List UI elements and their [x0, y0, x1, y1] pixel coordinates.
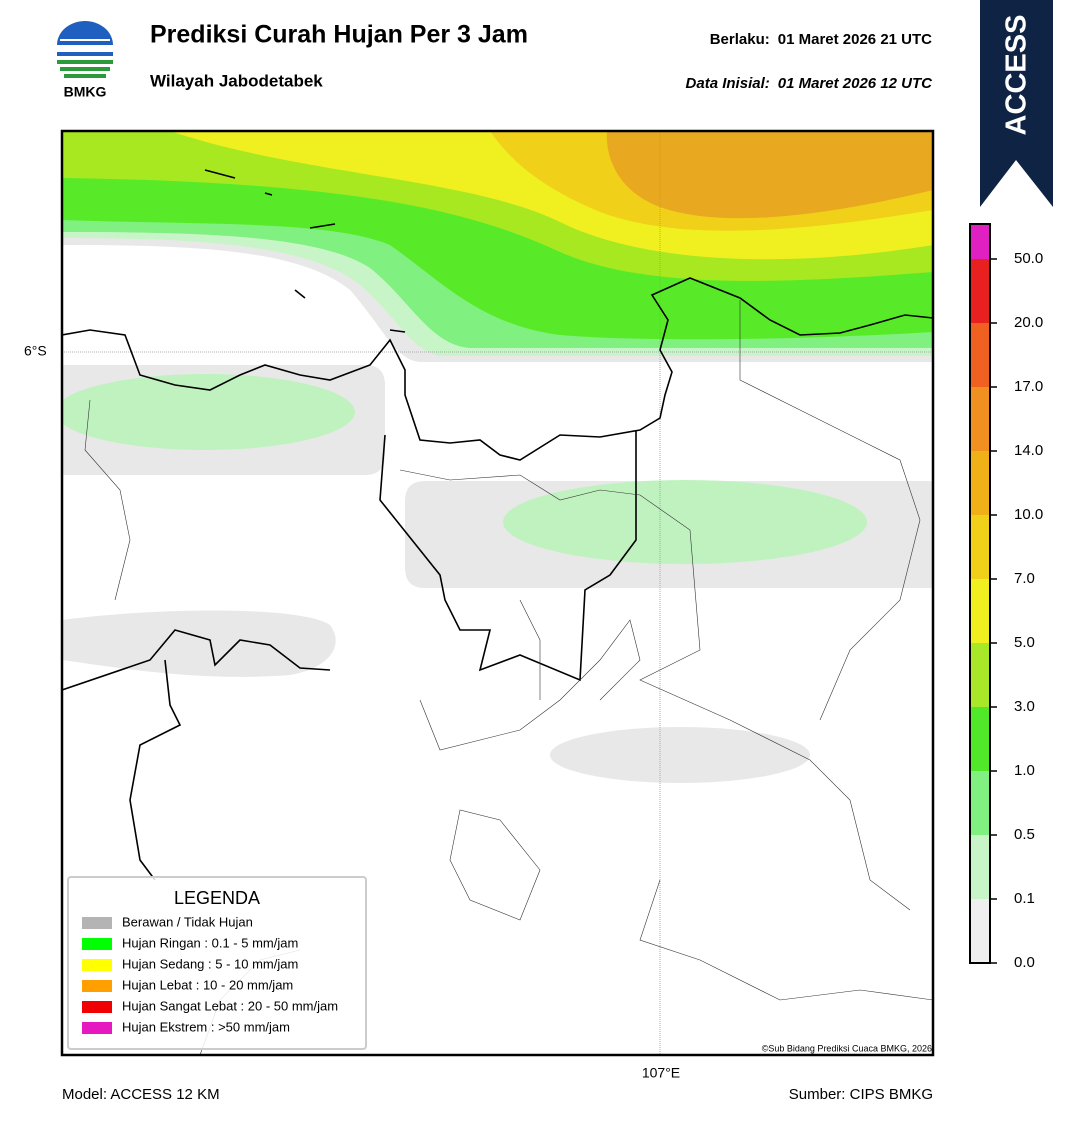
colorbar-tick-label: 0.1 [1014, 890, 1035, 907]
legend-swatch [82, 938, 112, 950]
legend-swatch [82, 917, 112, 929]
legend-label: Hujan Lebat : 10 - 20 mm/jam [122, 977, 293, 992]
colorbar-segment [970, 451, 990, 515]
legend-swatch [82, 959, 112, 971]
colorbar-tick-label: 7.0 [1014, 570, 1035, 587]
valid-time: 01 Maret 2026 21 UTC [778, 31, 932, 48]
init-line: Data Inisial: 01 Maret 2026 12 UTC [686, 75, 934, 92]
badge-text: ACCESS [1001, 15, 1033, 136]
colorbar-segment [970, 835, 990, 899]
logo-text: BMKG [64, 84, 107, 100]
colorbar-segment [970, 899, 990, 963]
colorbar-segment [970, 323, 990, 387]
colorbar-tick-label: 0.0 [1014, 954, 1035, 971]
colorbar-segment [970, 579, 990, 643]
footer-model: Model: ACCESS 12 KM [62, 1086, 220, 1103]
footer-source: Sumber: CIPS BMKG [789, 1086, 933, 1103]
map [62, 131, 933, 1055]
title: Prediksi Curah Hujan Per 3 Jam [150, 21, 528, 49]
colorbar-tick-label: 17.0 [1014, 378, 1043, 395]
colorbar-tick-label: 10.0 [1014, 506, 1043, 523]
legend-swatch [82, 1022, 112, 1034]
colorbar-tick-label: 5.0 [1014, 634, 1035, 651]
colorbar-segment [970, 224, 990, 259]
colorbar-segment [970, 387, 990, 451]
credit: ©Sub Bidang Prediksi Cuaca BMKG, 2026 [762, 1043, 932, 1053]
subtitle: Wilayah Jabodetabek [150, 71, 323, 90]
legend-label: Hujan Sangat Lebat : 20 - 50 mm/jam [122, 998, 338, 1013]
legend-label: Berawan / Tidak Hujan [122, 914, 253, 929]
colorbar-segment [970, 259, 990, 323]
lon-label: 107°E [642, 1065, 680, 1081]
badge [980, 0, 1053, 207]
colorbar-segment [970, 515, 990, 579]
legend-label: Hujan Ekstrem : >50 mm/jam [122, 1019, 290, 1034]
valid-line: Berlaku: 01 Maret 2026 21 UTC [710, 31, 932, 48]
valid-label: Berlaku: [710, 31, 770, 48]
map-frame [60, 129, 935, 1057]
colorbar-tick-label: 50.0 [1014, 250, 1043, 267]
colorbar-tick-label: 20.0 [1014, 314, 1043, 331]
colorbar: 0.0 0.1 0.5 1.0 3.0 5.0 7.0 10.0 14.0 17.0 20.0 50.… [969, 223, 1043, 971]
init-label: Data Inisial: [686, 75, 770, 92]
legend-swatch [82, 980, 112, 992]
legend: LEGENDA Berawan / Tidak Hujan Hujan Ringa… [67, 876, 367, 1050]
legend-label: Hujan Sedang : 5 - 10 mm/jam [122, 956, 298, 971]
colorbar-tick-label: 3.0 [1014, 698, 1035, 715]
logo: BMKG [57, 21, 113, 100]
lat-label: 6°S [24, 343, 47, 359]
legend-swatch [82, 1001, 112, 1013]
legend-label: Hujan Ringan : 0.1 - 5 mm/jam [122, 935, 298, 950]
colorbar-tick-label: 0.5 [1014, 826, 1035, 843]
colorbar-tick-label: 14.0 [1014, 442, 1043, 459]
colorbar-tick-label: 1.0 [1014, 762, 1035, 779]
legend-title: LEGENDA [174, 888, 260, 908]
colorbar-segment [970, 771, 990, 835]
colorbar-segment [970, 707, 990, 771]
init-time: 01 Maret 2026 12 UTC [778, 75, 933, 92]
colorbar-segment [970, 643, 990, 707]
colorbar-frame [969, 223, 991, 964]
